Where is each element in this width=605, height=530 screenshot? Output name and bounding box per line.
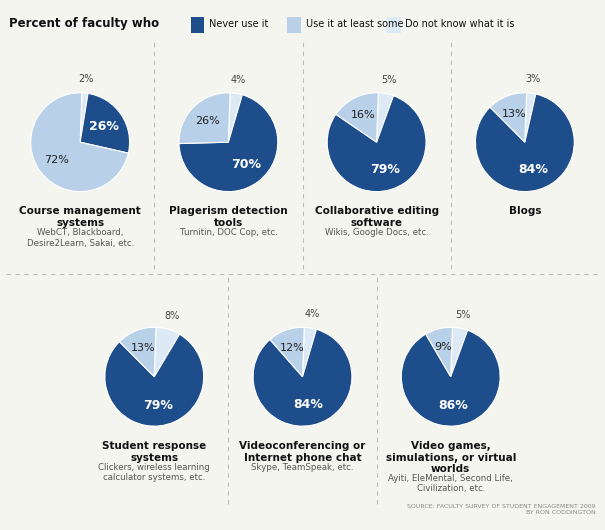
Text: Clickers, wireless learning
calculator systems, etc.: Clickers, wireless learning calculator s… <box>99 463 210 482</box>
Text: Ayiti, EleMental, Second Life,
Civilization, etc.: Ayiti, EleMental, Second Life, Civilizat… <box>388 474 513 493</box>
Text: 16%: 16% <box>350 110 375 120</box>
Text: 13%: 13% <box>131 343 155 353</box>
Wedge shape <box>426 328 453 377</box>
Text: 5%: 5% <box>381 75 396 85</box>
Text: Wikis, Google Docs, etc.: Wikis, Google Docs, etc. <box>325 228 428 237</box>
Wedge shape <box>401 330 500 426</box>
Text: 4%: 4% <box>305 310 320 319</box>
Wedge shape <box>105 334 204 426</box>
Text: 84%: 84% <box>518 163 548 176</box>
Text: Video games,
simulations, or virtual
worlds: Video games, simulations, or virtual wor… <box>385 441 516 474</box>
Wedge shape <box>376 93 393 142</box>
Text: Blogs: Blogs <box>509 206 541 216</box>
Text: 12%: 12% <box>280 343 304 353</box>
Wedge shape <box>490 93 526 142</box>
Text: Use it at least some: Use it at least some <box>306 19 403 29</box>
Wedge shape <box>31 93 128 192</box>
Text: 79%: 79% <box>143 399 172 412</box>
Wedge shape <box>179 93 230 144</box>
Text: 72%: 72% <box>44 155 69 165</box>
Text: 5%: 5% <box>455 310 471 320</box>
Wedge shape <box>253 329 352 426</box>
Text: Skype, TeamSpeak, etc.: Skype, TeamSpeak, etc. <box>251 463 354 472</box>
Wedge shape <box>228 93 243 142</box>
Text: 3%: 3% <box>525 75 541 84</box>
Text: 86%: 86% <box>439 399 468 412</box>
Wedge shape <box>336 93 378 142</box>
Text: 4%: 4% <box>231 75 246 85</box>
Wedge shape <box>327 96 426 192</box>
Text: 8%: 8% <box>165 311 180 321</box>
Wedge shape <box>80 93 129 153</box>
Text: Percent of faculty who: Percent of faculty who <box>9 17 159 30</box>
Text: Videoconferencing or
Internet phone chat: Videoconferencing or Internet phone chat <box>240 441 365 463</box>
Text: 13%: 13% <box>502 109 526 119</box>
Text: Plagerism detection
tools: Plagerism detection tools <box>169 206 288 228</box>
Text: 9%: 9% <box>434 342 452 352</box>
Wedge shape <box>80 93 88 142</box>
Text: 84%: 84% <box>293 398 324 411</box>
Text: 26%: 26% <box>195 116 220 126</box>
Text: 70%: 70% <box>231 158 261 171</box>
Wedge shape <box>119 328 156 377</box>
Wedge shape <box>476 94 574 192</box>
Wedge shape <box>451 328 468 377</box>
Wedge shape <box>525 93 536 142</box>
Text: Never use it: Never use it <box>209 19 268 29</box>
Text: SOURCE: FACULTY SURVEY OF STUDENT ENGAGEMENT 2009
BY RON CODDINGTON: SOURCE: FACULTY SURVEY OF STUDENT ENGAGE… <box>407 505 596 515</box>
Wedge shape <box>154 328 180 377</box>
Text: 2%: 2% <box>79 74 94 84</box>
Text: Do not know what it is: Do not know what it is <box>405 19 515 29</box>
Text: WebCT, Blackboard,
Desire2Learn, Sakai, etc.: WebCT, Blackboard, Desire2Learn, Sakai, … <box>27 228 134 248</box>
Text: Course management
systems: Course management systems <box>19 206 141 228</box>
Text: Student response
systems: Student response systems <box>102 441 206 463</box>
Wedge shape <box>179 95 278 192</box>
Text: Turnitin, DOC Cop, etc.: Turnitin, DOC Cop, etc. <box>180 228 277 237</box>
Text: 79%: 79% <box>370 163 401 176</box>
Wedge shape <box>302 328 316 377</box>
Wedge shape <box>270 328 304 377</box>
Text: Collaborative editing
software: Collaborative editing software <box>315 206 439 228</box>
Text: 26%: 26% <box>89 120 119 132</box>
